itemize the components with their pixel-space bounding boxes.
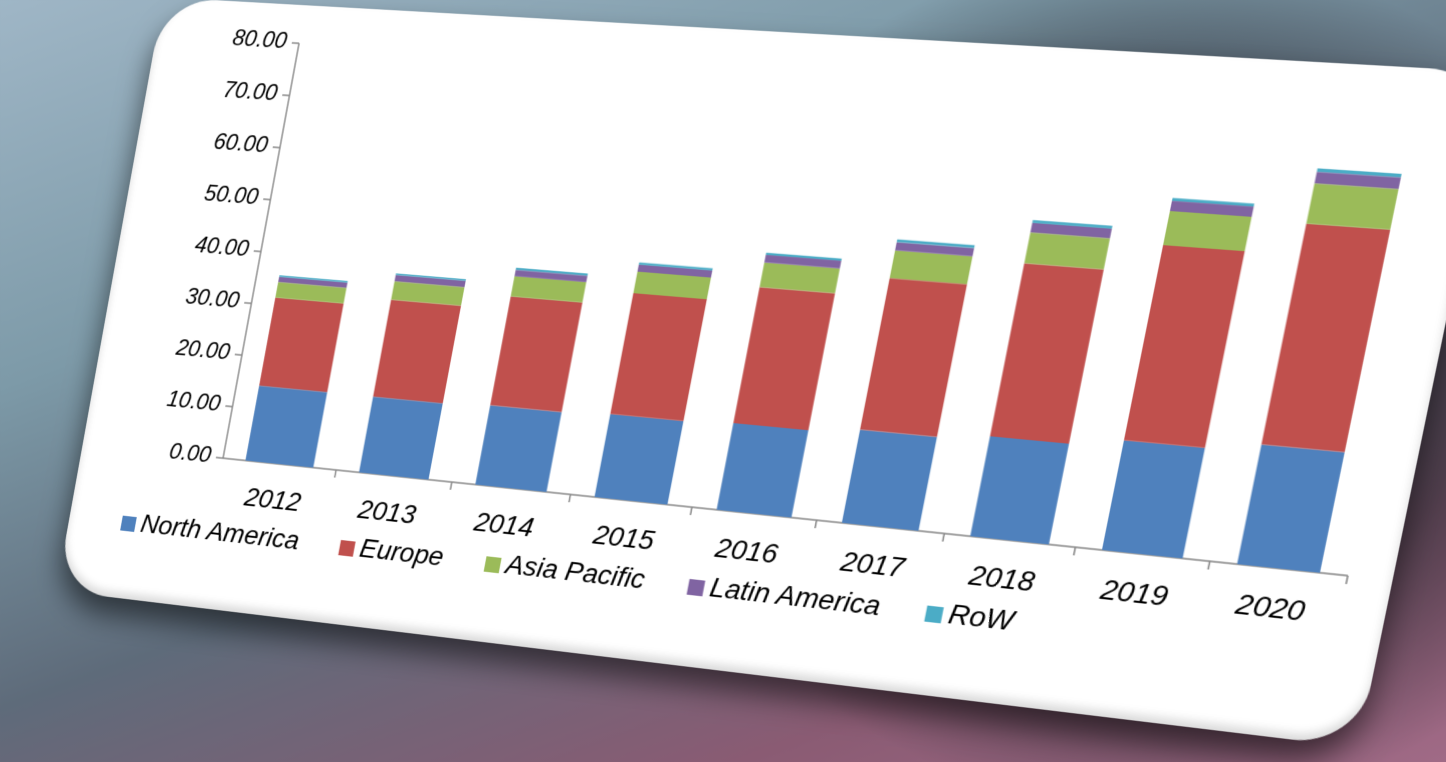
y-tick [254,251,261,252]
y-tick-label: 50.00 [202,180,260,209]
x-tick [815,520,817,528]
page: 0.00 10.00 20.00 30.00 40.00 50.00 60.00 70.00 8… [0,0,1446,762]
bar-segment [475,405,561,492]
y-tick-label: 40.00 [193,232,251,262]
x-tick-label: 2013 [355,494,419,530]
bar-segment [733,287,835,430]
x-tick [1208,561,1210,569]
x-tick [1346,576,1348,584]
bar-segment [245,386,327,468]
chart-card: 0.00 10.00 20.00 30.00 40.00 50.00 60.00 70.00 8… [56,0,1446,748]
y-tick [216,457,223,458]
y-tick [225,406,232,407]
bar-segment [259,298,343,393]
bar-segment [359,397,443,480]
y-tick [273,147,280,148]
x-tick-label: 2019 [1097,574,1171,613]
y-tick-label: 60.00 [212,128,270,157]
bar-segment [1102,440,1205,558]
chart: 0.00 10.00 20.00 30.00 40.00 50.00 60.00 70.00 8… [56,0,1446,748]
bar-segment [595,414,684,505]
bar-segment [373,300,461,404]
y-tick-label: 70.00 [221,77,279,106]
legend-label: Latin America [707,572,883,622]
bar-segment [860,278,967,437]
x-tick-label: 2020 [1232,588,1308,628]
legend-swatch [120,516,137,532]
bar-segment [717,423,809,517]
bar-segment [990,263,1104,444]
x-tick [943,534,945,542]
legend-label: North America [138,509,301,556]
legend-swatch [338,540,355,557]
y-tick-label: 20.00 [173,335,232,365]
y-tick [244,303,251,304]
bar-segment [610,293,707,421]
y-tick [235,354,242,355]
bar-segment [1163,211,1252,251]
x-tick-label: 2014 [471,507,536,543]
bar-segment [490,296,582,412]
y-tick-label: 10.00 [165,386,223,416]
legend-label: Asia Pacific [501,549,648,595]
x-tick [569,494,570,502]
bar-segment [1261,224,1390,453]
x-tick-label: 2018 [965,560,1037,598]
y-tick-label: 0.00 [167,438,213,467]
legend-swatch [484,556,502,573]
x-tick-label: 2015 [590,519,658,556]
legend-swatch [687,579,706,596]
legend-label: Europe [357,533,446,572]
y-tick-label: 30.00 [184,283,242,313]
x-tick-label: 2017 [837,546,908,584]
y-tick-label: 80.00 [231,25,290,54]
legend-swatch [924,605,944,623]
bar-segment [1237,444,1345,572]
bar-segment [1124,245,1245,448]
y-tick [263,199,270,200]
bar-segment [1024,232,1110,269]
x-tick-label: 2012 [241,482,303,517]
bar-segment [1306,183,1398,229]
x-tick [335,470,336,478]
bar-segment [842,430,937,531]
x-tick-label: 2016 [712,532,782,569]
legend-label: RoW [946,599,1019,638]
bar-segment [970,436,1069,544]
x-tick [450,482,451,490]
x-tick [690,507,692,515]
x-tick [1074,547,1076,555]
